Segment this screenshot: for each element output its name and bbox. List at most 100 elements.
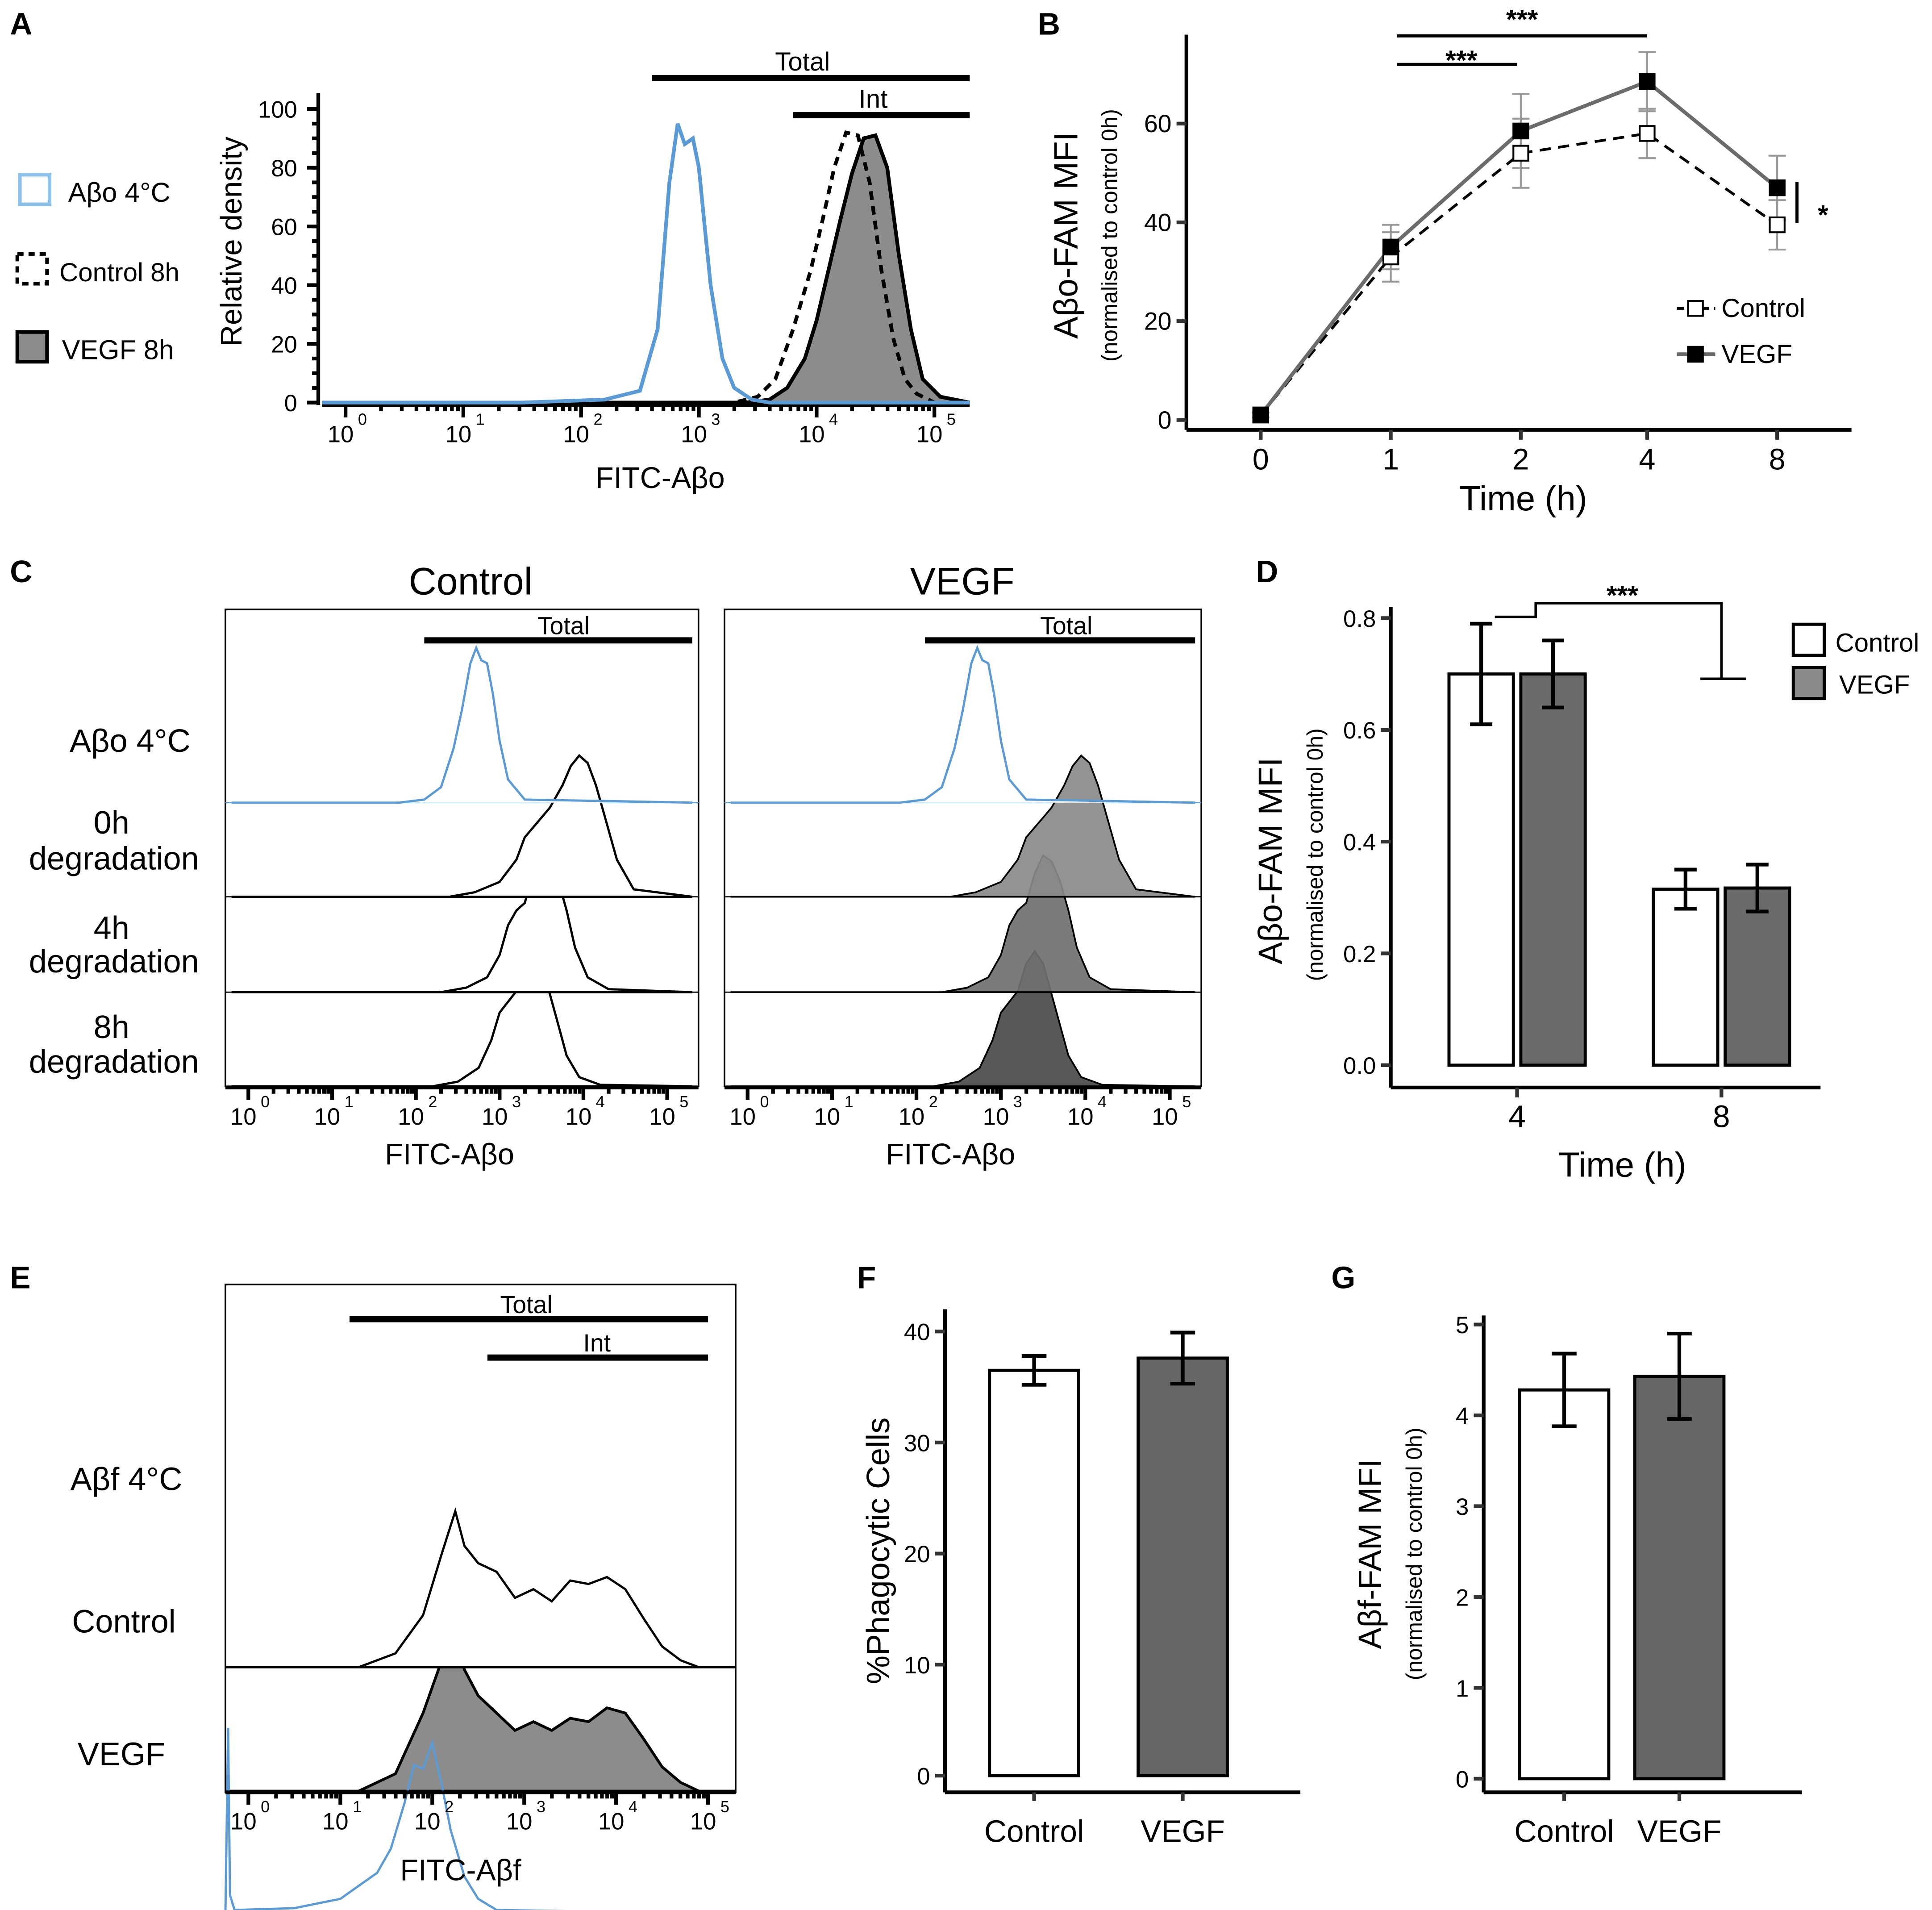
- point-vegf: [1512, 122, 1529, 140]
- panel-letter-D: D: [1256, 554, 1278, 589]
- x-tick-label: 10: [506, 1809, 533, 1835]
- legend: Aβo 4°C Control 8h VEGF 8h: [15, 173, 179, 365]
- panel-D: 0.0 0.2 0.4 0.6 0.8 4 8 Time (h) Aβo-FAM MFI (nor…: [1251, 580, 1919, 1184]
- bar-vegf: [1633, 1375, 1726, 1781]
- y-tick-label: 0: [917, 1764, 930, 1790]
- legend-label: Aβo 4°C: [68, 177, 171, 208]
- row-label: Aβf 4°C: [71, 1462, 183, 1497]
- gate-label-total: Total: [775, 47, 830, 76]
- x-tick-label: 10: [899, 1104, 925, 1130]
- panel-letter-E: E: [10, 1260, 30, 1295]
- x-tick-label: 10: [690, 1809, 716, 1835]
- x-tick-label: 1: [1382, 443, 1399, 476]
- x-tick-exponent: 3: [1013, 1093, 1022, 1111]
- x-tick-label: Control: [984, 1814, 1084, 1848]
- point-vegf: [1769, 179, 1786, 196]
- histogram-abf-4c: [224, 1728, 569, 1910]
- x-tick-exponent: 0: [261, 1093, 270, 1111]
- legend-swatch-vegf-8h: [15, 330, 49, 364]
- y-axis-label-secondary: (normalised to control 0h): [1097, 109, 1122, 362]
- significance-stars: ***: [1445, 45, 1477, 75]
- gate-label-total: Total: [1040, 612, 1092, 639]
- control-8h-histogram: [322, 130, 970, 405]
- legend: Control VEGF: [1677, 294, 1805, 369]
- x-tick-exponent: 2: [428, 1093, 437, 1111]
- x-tick-label: 10: [916, 421, 943, 447]
- histogram-row: [730, 949, 1195, 1088]
- y-tick-label: 100: [258, 97, 297, 123]
- x-tick-label: 10: [566, 1104, 592, 1130]
- x-axis-label: FITC-Aβf: [400, 1854, 521, 1887]
- row-label: VEGF: [78, 1736, 165, 1772]
- x-tick-label: 0: [1253, 443, 1269, 476]
- y-tick-label: 40: [271, 273, 297, 299]
- x-axis-label: Time (h): [1459, 480, 1587, 518]
- abo-4c-histogram: [322, 123, 970, 405]
- legend: Control VEGF: [1791, 622, 1919, 701]
- legend-swatch-abo-4c: [18, 173, 52, 206]
- point-control: [1512, 145, 1529, 162]
- x-tick-label: 10: [1067, 1104, 1094, 1130]
- y-tick-label: 60: [1144, 110, 1172, 138]
- x-tick-label: 10: [649, 1104, 675, 1130]
- y-tick-label: 40: [904, 1319, 930, 1346]
- x-tick-label: 10: [1152, 1104, 1178, 1130]
- y-tick-label: 10: [904, 1652, 930, 1679]
- x-axis-label: Time (h): [1558, 1146, 1686, 1184]
- y-axis-label: Aβo-FAM MFI: [1047, 132, 1085, 338]
- x-tick-label: VEGF: [1637, 1814, 1722, 1848]
- point-control: [1769, 216, 1786, 234]
- x-tick-label: 10: [563, 421, 589, 447]
- legend-label: Control: [1721, 294, 1805, 323]
- significance-star: *: [1818, 200, 1828, 230]
- x-tick-label: 10: [314, 1104, 341, 1130]
- y-tick-label: 0: [1158, 406, 1172, 434]
- y-tick-label: 20: [271, 332, 297, 358]
- histogram-row: [231, 754, 693, 898]
- x-tick-exponent: 0: [358, 410, 367, 429]
- y-axis-label: Aβo-FAM MFI: [1251, 757, 1289, 964]
- x-tick-exponent: 5: [1182, 1093, 1191, 1111]
- x-tick-exponent: 3: [537, 1797, 545, 1816]
- bar-vegf: [1724, 886, 1791, 1067]
- x-tick-exponent: 1: [845, 1093, 854, 1111]
- y-tick-label: 0.8: [1343, 606, 1376, 632]
- panel-title-vegf: VEGF: [910, 560, 1015, 603]
- y-tick-label: 3: [1456, 1494, 1469, 1520]
- y-tick-label: 0: [284, 390, 297, 417]
- legend-label: VEGF: [1721, 340, 1792, 369]
- plot-frame: [724, 609, 1202, 1087]
- y-tick-label: 60: [271, 214, 297, 241]
- row-label: degradation: [29, 1044, 199, 1080]
- row-label: Aβo 4°C: [70, 723, 191, 759]
- y-tick-label: 4: [1456, 1403, 1469, 1430]
- bar-vegf: [1519, 672, 1587, 1067]
- x-tick-label: 2: [1512, 443, 1529, 476]
- panel-F: 0 10 20 30 40 Control VEGF %Phagocytic Cells: [861, 1309, 1301, 1848]
- y-tick-label: 2: [1456, 1585, 1469, 1611]
- x-tick-label: 10: [446, 421, 472, 447]
- y-axis-label: %Phagocytic Cells: [861, 1418, 896, 1684]
- panel-title-control: Control: [409, 560, 533, 603]
- bar-control: [1652, 888, 1720, 1067]
- panel-G: 0 1 2 3 4 5 Control VEGF Aβf-FAM MFI (normalised …: [1352, 1312, 1802, 1848]
- x-tick-label: 4: [1508, 1099, 1526, 1134]
- x-tick-exponent: 5: [947, 410, 956, 429]
- point-vegf: [1252, 406, 1270, 424]
- gate-label-total: Total: [500, 1291, 553, 1318]
- x-tick-label: 10: [598, 1809, 625, 1835]
- significance-bracket: [1495, 602, 1746, 680]
- x-tick-exponent: 3: [711, 410, 720, 429]
- y-tick-label: 0.4: [1343, 830, 1376, 856]
- x-tick-label: 10: [814, 1104, 840, 1130]
- x-tick-label: 10: [230, 1809, 257, 1835]
- panel-letter-A: A: [10, 7, 32, 42]
- row-label: Control: [72, 1604, 176, 1640]
- legend-swatch-control: [1791, 622, 1826, 657]
- x-tick-exponent: 2: [929, 1093, 938, 1111]
